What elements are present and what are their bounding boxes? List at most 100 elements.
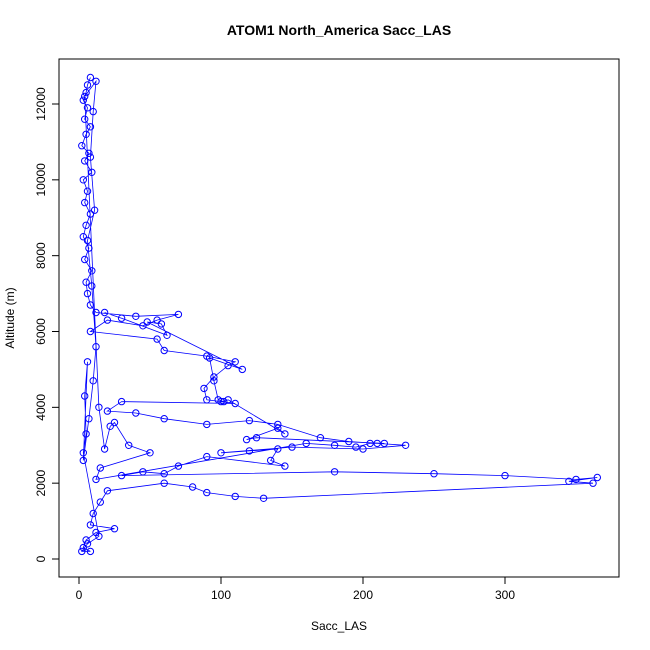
data-point [79,233,88,241]
data-point [81,255,89,264]
data-point [86,547,95,556]
y-tick-label: 2000 [34,469,48,496]
data-point [89,509,97,518]
data-point [92,308,100,317]
data-point [85,149,93,158]
data-point [281,462,289,470]
data-point [373,439,381,448]
data-point [146,449,154,457]
data-point [139,322,147,330]
data-point [86,327,95,336]
data-point [160,415,168,423]
data-point [86,521,95,529]
data-point [245,416,254,425]
data-point [79,456,88,465]
data-point [83,358,92,366]
data-point [88,168,96,177]
y-tick-label: 8000 [34,242,48,269]
y-tick-label: 10000 [34,163,48,197]
data-point [238,365,247,374]
data-point [274,420,282,429]
data-point [79,176,88,184]
data-point [231,492,239,501]
data-point [83,289,92,298]
data-point [83,540,92,548]
data-point [352,443,360,451]
data-point [92,77,100,86]
data-point [188,483,197,491]
data-point [106,422,114,430]
data-point [92,343,100,351]
data-point [267,456,275,465]
data-point [85,415,93,423]
y-axis-label: Altitude (m) [3,287,17,348]
data-point [117,397,126,406]
data-point [401,441,410,449]
series-line [81,77,598,552]
data-point [103,407,112,415]
data-point [86,123,95,131]
data-point [100,308,109,317]
data-point [83,81,92,89]
data-point [205,354,214,362]
data-point [231,358,239,366]
data-point [82,278,90,286]
data-point [245,447,254,455]
data-point [103,487,112,495]
data-point [224,361,232,370]
data-point [92,475,100,484]
data-point [81,198,89,207]
data-point [203,396,211,404]
data-point [86,301,95,309]
data-point [88,282,96,290]
data-point [203,452,211,461]
data-point [366,439,374,448]
data-point [95,532,103,540]
y-tick-label: 4000 [34,394,48,421]
data-point [82,221,90,230]
data-point [153,316,161,324]
data-point [82,88,90,97]
data-layer [78,73,601,556]
data-point [85,244,93,252]
data-point [79,96,88,104]
data-point [380,439,388,448]
data-point [83,236,92,245]
data-point [345,437,353,446]
x-axis: 0 100 200 300 [76,576,515,602]
data-point [132,312,140,320]
data-point [96,464,105,472]
data-point [174,310,183,319]
data-point [83,187,92,195]
x-tick-label: 0 [76,588,83,602]
data-point [103,316,112,324]
data-point [132,409,140,417]
data-point [203,420,211,429]
data-point [160,470,168,478]
data-point [78,547,86,556]
x-axis-label: Sacc_LAS [311,619,367,633]
data-point [217,449,225,457]
data-point [117,314,126,322]
data-point [139,468,147,476]
data-point [210,377,218,385]
data-point [565,477,573,485]
data-point [203,488,211,497]
data-point [81,92,89,101]
data-point [224,396,232,404]
data-point [81,157,89,165]
data-point [252,434,261,442]
data-point [274,445,282,453]
data-point [110,525,119,533]
data-point [430,470,438,478]
data-point [160,346,168,355]
data-point [153,335,161,343]
data-point [83,104,92,112]
data-point [81,115,89,123]
data-point [89,107,97,116]
data-point [117,471,126,480]
data-point [79,543,88,552]
data-point [86,153,95,161]
data-point [174,462,183,470]
